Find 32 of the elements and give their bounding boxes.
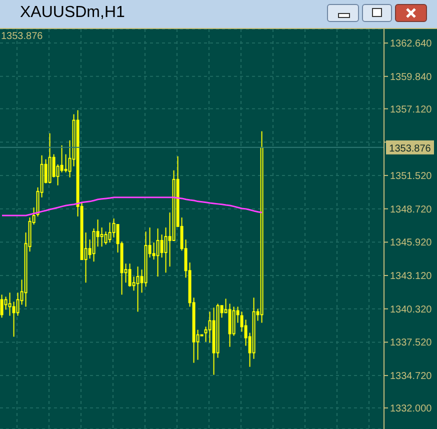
y-tick-label: 1359.840 (390, 72, 432, 83)
candlestick (104, 231, 108, 246)
y-tick-label: 1332.000 (390, 403, 432, 414)
candlestick (64, 154, 68, 173)
y-tick-label: 1351.520 (390, 171, 432, 182)
candlestick (16, 292, 20, 316)
candlestick (160, 234, 164, 258)
ref-line-label: 1353.876 (389, 143, 432, 154)
candlestick (152, 242, 156, 260)
candlestick (100, 227, 104, 248)
y-tick-label: 1345.920 (390, 238, 432, 249)
candlestick (156, 228, 160, 278)
y-tick-label: 1357.120 (390, 104, 432, 116)
y-tick-label: 1343.120 (390, 271, 432, 282)
candlestick (136, 266, 140, 312)
candlestick (232, 306, 236, 336)
y-tick-label: 1362.640 (390, 38, 432, 50)
candlestick (0, 294, 4, 318)
candlestick (60, 144, 64, 173)
y-tick-label: 1340.320 (390, 304, 432, 316)
annotation: 1353.876 (1, 31, 43, 42)
candlestick (12, 301, 16, 338)
y-tick-label: 1337.520 (390, 338, 432, 349)
candlestick (128, 263, 132, 288)
chart-title: XAUUSDm,H1 (20, 4, 125, 22)
line-series (1, 196, 263, 216)
candlestick (8, 292, 12, 316)
candlestick (92, 228, 96, 262)
candlestick (108, 222, 112, 244)
candlestick (164, 227, 168, 274)
y-tick-label: 1348.720 (390, 204, 432, 216)
y-tick-label: 1334.720 (390, 371, 432, 382)
